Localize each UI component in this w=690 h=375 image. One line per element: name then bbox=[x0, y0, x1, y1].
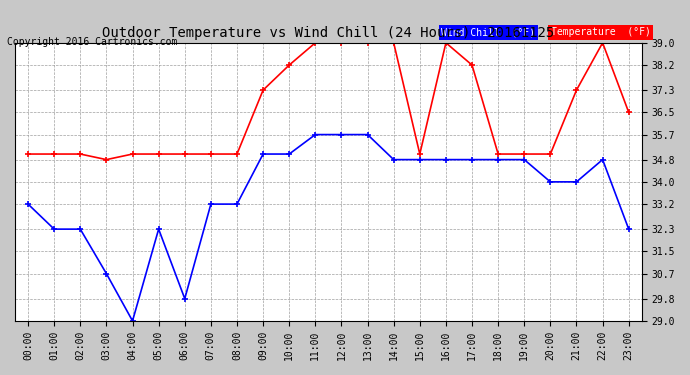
Text: Wind Chill  (°F): Wind Chill (°F) bbox=[441, 27, 535, 37]
Text: Temperature  (°F): Temperature (°F) bbox=[551, 27, 651, 37]
Title: Outdoor Temperature vs Wind Chill (24 Hours)  20161125: Outdoor Temperature vs Wind Chill (24 Ho… bbox=[102, 26, 555, 40]
Text: Copyright 2016 Cartronics.com: Copyright 2016 Cartronics.com bbox=[7, 37, 177, 47]
